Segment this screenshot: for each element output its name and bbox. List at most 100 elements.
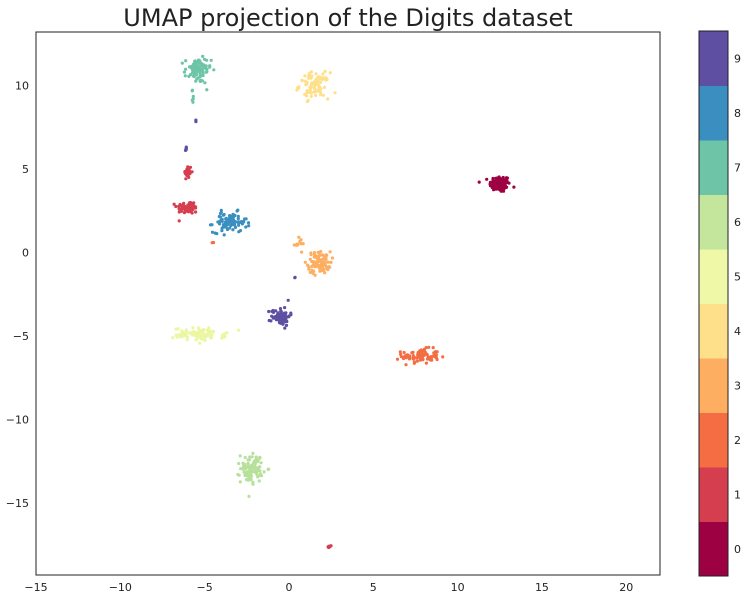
scatter-point-digit-4 [314,93,318,97]
scatter-point-digit-8 [238,229,243,233]
scatter-point-digit-4 [305,94,309,98]
scatter-point-digit-3 [295,243,299,247]
scatter-point-digit-8 [220,217,224,221]
scatter-point-digit-3 [317,266,322,270]
scatter-point-digit-2 [426,355,430,359]
scatter-point-digit-1 [188,201,192,205]
scatter-point-digit-2 [402,350,406,355]
scatter-point-digit-1 [184,177,188,181]
colorbar-segment-3 [699,358,728,413]
scatter-point-digit-5 [225,331,229,335]
scatter-point-digit-4 [300,79,304,83]
scatter-point-digit-5 [180,330,184,334]
scatter-point-digit-7 [205,88,209,92]
scatter-point-digit-6 [247,494,251,498]
scatter-point-digit-6 [259,474,264,478]
scatter-point-digit-8 [233,213,237,218]
scatter-point-digit-6 [250,455,254,459]
y-tick-label: 5 [22,163,29,176]
colorbar-label: 2 [734,434,741,447]
scatter-point-digit-6 [257,479,261,483]
scatter-point-digit-2 [211,240,216,245]
scatter-point-digit-1 [174,204,178,209]
y-tick-label: 0 [22,247,29,260]
scatter-point-digit-4 [305,80,309,84]
scatter-point-digit-4 [323,69,327,73]
scatter-point-digit-9 [274,318,278,322]
x-tick-label: 0 [285,581,292,594]
scatter-point-digit-8 [237,223,241,227]
scatter-point-digit-2 [416,353,420,357]
scatter-point-digit-2 [419,348,423,352]
scatter-point-digit-6 [241,461,245,465]
scatter-point-digit-0 [491,176,495,181]
scatter-point-digit-5 [206,330,211,334]
scatter-point-digit-0 [507,181,511,185]
scatter-point-digit-2 [431,346,435,350]
colorbar-label: 6 [734,216,741,229]
scatter-point-digit-6 [251,451,255,455]
scatter-point-digit-8 [236,208,240,212]
scatter-point-digit-1 [177,204,181,208]
scatter-point-digit-5 [200,337,204,341]
colorbar-segment-9 [699,31,728,86]
scatter-point-digit-5 [206,334,210,338]
scatter-point-digit-4 [316,89,320,93]
scatter-point-digit-5 [185,338,189,342]
scatter-point-digit-2 [407,354,412,358]
colorbar-segment-8 [699,85,728,141]
scatter-point-digit-9 [271,310,276,314]
scatter-point-digit-5 [187,331,192,335]
colorbar-segment-1 [699,467,728,522]
scatter-point-digit-9 [278,307,283,311]
scatter-point-digit-7 [209,58,213,62]
scatter-point-digit-2 [434,353,438,357]
scatter-point-digit-2 [424,351,428,355]
scatter-point-digit-9 [293,276,297,280]
scatter-point-digit-8 [215,232,219,236]
colorbar-segment-6 [699,194,728,250]
scatter-point-digit-4 [323,85,327,89]
scatter-point-digit-8 [228,214,232,218]
scatter-point-digit-5 [174,327,178,331]
scatter-point-digit-4 [325,77,329,82]
scatter-point-digit-8 [219,208,223,212]
scatter-point-digit-3 [314,261,318,265]
scatter-point-digit-1 [172,202,176,206]
scatter-point-digit-0 [496,179,500,183]
scatter-point-digit-0 [499,187,503,191]
scatter-point-digit-5 [199,334,203,338]
scatter-point-digit-2 [415,359,419,363]
scatter-point-digit-5 [203,336,207,340]
scatter-point-digit-6 [255,469,259,474]
scatter-point-digit-3 [328,250,332,254]
scatter-point-digit-7 [182,70,186,74]
scatter-point-digit-9 [267,318,271,323]
scatter-point-digit-3 [308,270,312,274]
scatter-point-digit-2 [410,351,414,355]
scatter-point-digit-7 [202,57,207,61]
scatter-point-digit-4 [314,82,318,86]
scatter-point-digit-3 [323,271,327,275]
scatter-point-digit-4 [318,76,322,80]
scatter-point-digit-7 [208,64,212,68]
scatter-point-digit-9 [282,314,286,319]
scatter-point-digit-5 [180,335,184,339]
x-tick-label: −15 [24,581,47,594]
scatter-point-digit-8 [236,217,240,221]
scatter-point-digit-6 [244,478,249,482]
scatter-point-digit-4 [305,100,309,104]
scatter-point-digit-3 [322,261,326,265]
scatter-point-digit-8 [222,225,226,229]
scatter-point-digit-8 [218,222,222,226]
scatter-point-digit-9 [284,319,288,323]
scatter-point-digit-4 [309,94,313,98]
scatter-point-digit-3 [318,253,322,257]
scatter-point-digit-2 [433,350,437,355]
scatter-point-digit-4 [319,91,323,95]
scatter-point-digit-9 [267,309,271,314]
scatter-point-digit-1 [327,544,331,548]
scatter-point-digit-8 [244,225,248,229]
scatter-point-digit-5 [171,336,175,340]
scatter-point-digit-3 [297,235,301,239]
